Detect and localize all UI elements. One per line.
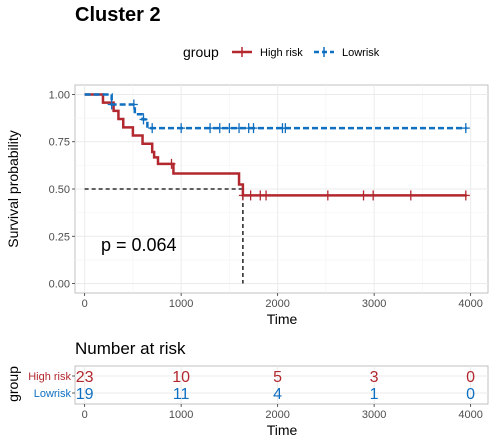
risk-count: 3 <box>370 369 379 386</box>
survival-plot: 0.00 0.25 0.50 0.75 1.00 0 1000 2000 3000 4000 p… <box>5 84 489 327</box>
survival-curves <box>84 93 470 201</box>
legend-item-lowrisk: Lowrisk <box>314 47 380 59</box>
risk-count: 11 <box>173 386 190 403</box>
x-tick-label: 1000 <box>169 298 193 310</box>
risk-count: 0 <box>466 386 475 403</box>
p-value: p = 0.064 <box>101 235 177 255</box>
y-tick-label: 0.50 <box>49 184 70 196</box>
risk-count: 4 <box>273 386 282 403</box>
x-tick-label: 4000 <box>458 298 482 310</box>
x-axis-title: Time <box>267 311 298 327</box>
risk-x-tick-label: 3000 <box>362 409 386 421</box>
x-tick-label: 2000 <box>265 298 289 310</box>
risk-table-rows: 23 10 5 3 019 11 4 1 0 <box>76 369 475 403</box>
risk-table-title: Number at risk <box>75 339 186 358</box>
legend-title: group <box>183 44 219 60</box>
risk-x-tick-label: 2000 <box>265 409 289 421</box>
survival-curve-high-risk <box>84 93 467 197</box>
y-tick-label: 0.75 <box>49 137 70 149</box>
median-reference-lines <box>84 188 244 284</box>
legend-item-high-risk: High risk <box>232 47 303 59</box>
risk-count: 5 <box>273 369 282 386</box>
x-tick-label: 0 <box>82 298 88 310</box>
y-axis-title: Survival probability <box>5 130 21 248</box>
y-tick-label: 0.25 <box>49 231 70 243</box>
risk-table-x-axis: 0 1000 2000 3000 4000 <box>82 404 483 421</box>
risk-table-grid <box>75 366 488 404</box>
risk-strata-label: Lowrisk <box>34 388 72 400</box>
chart-title: Cluster 2 <box>75 4 161 26</box>
risk-x-tick-label: 4000 <box>458 409 482 421</box>
risk-x-tick-label: 0 <box>82 409 88 421</box>
risk-count: 0 <box>466 369 475 386</box>
x-axis: 0 1000 2000 3000 4000 <box>82 293 483 310</box>
y-tick-label: 0.00 <box>49 279 70 291</box>
risk-count: 23 <box>76 369 94 386</box>
risk-table-panel <box>74 365 489 405</box>
legend: group High risk Lowrisk <box>183 44 380 60</box>
risk-table-strata-labels: High risk Lowrisk <box>28 371 75 400</box>
survival-curve-lowrisk <box>84 93 467 130</box>
risk-table-y-axis-title: group <box>5 366 21 402</box>
legend-label-high-risk: High risk <box>260 47 303 59</box>
risk-count: 10 <box>172 369 190 386</box>
risk-x-tick-label: 1000 <box>169 409 193 421</box>
risk-strata-label: High risk <box>28 371 71 383</box>
legend-label-lowrisk: Lowrisk <box>342 47 380 59</box>
x-tick-label: 3000 <box>362 298 386 310</box>
risk-count: 1 <box>370 386 379 403</box>
risk-table-x-axis-title: Time <box>267 422 298 438</box>
risk-count: 19 <box>76 386 94 403</box>
y-axis: 0.00 0.25 0.50 0.75 1.00 <box>49 89 75 291</box>
risk-table: Number at risk 23 10 5 3 019 11 4 1 0 High riskL… <box>5 339 489 438</box>
y-tick-label: 1.00 <box>49 89 70 101</box>
